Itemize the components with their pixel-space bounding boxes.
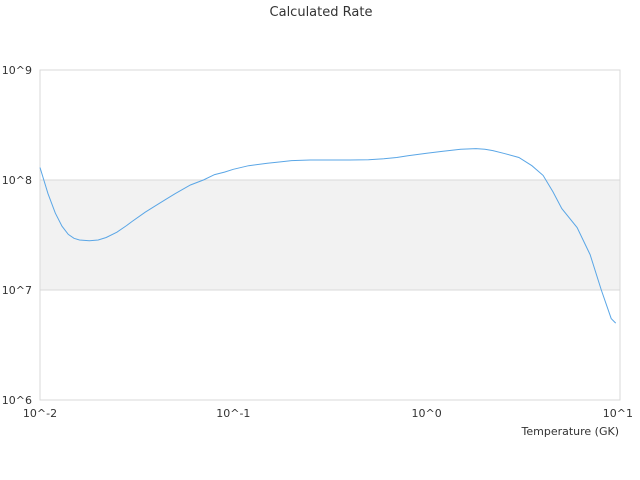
x-tick-label: 10^-2 <box>23 407 57 420</box>
shaded-band <box>40 180 620 290</box>
x-tick-label: 10^0 <box>412 407 442 420</box>
y-gridlines <box>40 69 620 401</box>
x-axis-label: Temperature (GK) <box>521 425 620 438</box>
y-tick-label: 10^8 <box>2 174 32 187</box>
y-tick-label: 10^6 <box>2 394 32 407</box>
chart-title: Calculated Rate <box>270 5 373 20</box>
y-tick-labels: 10^6 10^7 10^8 10^9 <box>2 64 32 407</box>
y-tick-label: 10^9 <box>2 64 32 77</box>
x-tick-label: 10^1 <box>603 407 633 420</box>
y-tick-label: 10^7 <box>2 284 32 297</box>
x-tick-labels: 10^-2 10^-1 10^0 10^1 <box>23 407 633 420</box>
series-line <box>39 148 617 324</box>
x-tick-label: 10^-1 <box>216 407 250 420</box>
